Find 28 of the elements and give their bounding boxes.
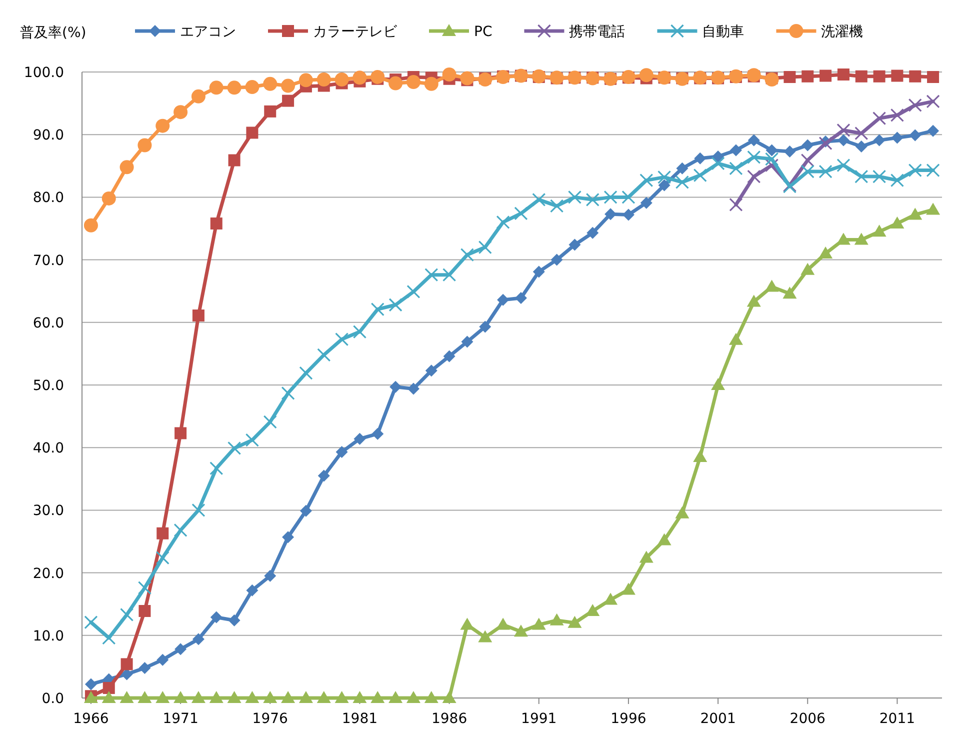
legend-label: カラーテレビ: [313, 24, 398, 40]
x-tick-label: 1981: [342, 711, 378, 727]
x-tick-label: 2006: [790, 711, 826, 727]
x-tick-label: 1996: [610, 711, 646, 727]
legend-label: エアコン: [180, 24, 236, 40]
x-tick-label: 1966: [73, 711, 109, 727]
y-tick-label: 20.0: [32, 566, 64, 582]
y-axis-title: 普及率(%): [20, 24, 86, 41]
legend-label: PC: [474, 24, 492, 40]
y-tick-label: 0.0: [42, 691, 64, 707]
legend-label: 携帯電話: [569, 24, 626, 40]
y-tick-label: 40.0: [32, 440, 64, 457]
x-tick-label: 1986: [431, 711, 468, 727]
y-tick-label: 50.0: [32, 378, 64, 394]
y-tick-label: 80.0: [32, 190, 64, 206]
y-tick-label: 90.0: [32, 128, 64, 144]
x-tick-label: 1991: [521, 711, 557, 727]
x-tick-label: 2011: [879, 711, 916, 727]
y-tick-label: 60.0: [32, 315, 64, 332]
y-tick-label: 100.0: [24, 65, 64, 81]
x-tick-label: 1976: [252, 711, 288, 727]
x-tick-label: 2001: [700, 711, 736, 727]
y-tick-label: 70.0: [32, 252, 64, 269]
x-tick-label: 1971: [162, 711, 198, 727]
legend-label: 洗濯機: [821, 24, 864, 40]
legend-label: 自動車: [702, 24, 744, 40]
y-tick-label: 10.0: [32, 628, 64, 644]
y-tick-label: 30.0: [32, 503, 64, 520]
